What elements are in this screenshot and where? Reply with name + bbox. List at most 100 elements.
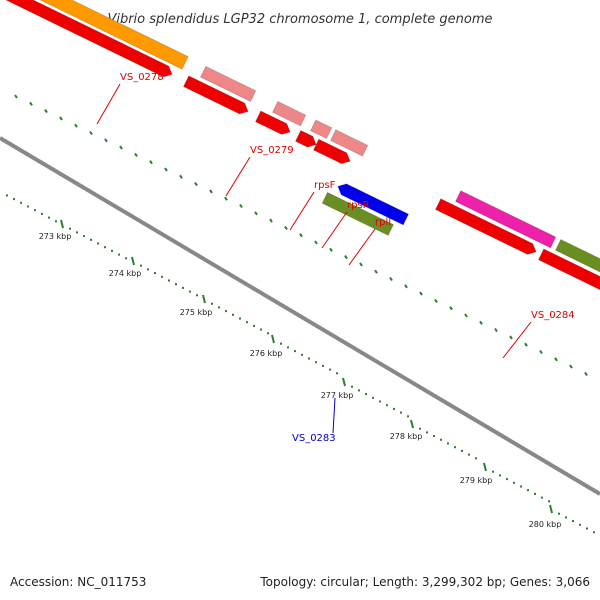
- cds-arrow-vs0278: [4, 0, 173, 78]
- scale-minor-tick: [565, 516, 567, 519]
- scale-minor-tick: [322, 364, 324, 367]
- scale-minor-tick: [267, 332, 269, 335]
- scale-major-tick: [202, 294, 206, 304]
- scale-minor-tick: [513, 481, 515, 484]
- gene-leader-line: [502, 321, 532, 359]
- scale-minor-tick: [365, 393, 367, 396]
- scale-major-tick: [483, 462, 487, 472]
- scale-outer-tick: [524, 342, 528, 347]
- gene-leader-line: [321, 211, 348, 249]
- scale-outer-tick: [44, 109, 48, 114]
- scale-outer-tick: [509, 335, 513, 340]
- scale-minor-tick: [468, 453, 470, 456]
- scale-major-tick: [60, 219, 64, 229]
- scale-outer-tick: [539, 349, 543, 355]
- gene-leader-line: [332, 397, 336, 434]
- scale-minor-tick: [218, 306, 220, 309]
- scale-minor-tick: [499, 474, 501, 477]
- scale-major-tick: [131, 256, 135, 266]
- scale-minor-tick: [400, 411, 402, 414]
- scale-minor-tick: [520, 485, 522, 488]
- scale-minor-tick: [447, 442, 449, 445]
- scale-outer-tick: [119, 145, 123, 150]
- scale-minor-tick: [372, 396, 374, 399]
- scale-outer-tick: [224, 196, 228, 201]
- scale-outer-tick: [479, 320, 483, 325]
- gene-bar-vs0284: [454, 190, 557, 249]
- scale-minor-tick: [83, 235, 85, 238]
- scale-outer-tick: [179, 174, 183, 179]
- scale-minor-tick: [147, 268, 149, 271]
- scale-minor-tick: [534, 492, 536, 495]
- scale-minor-tick: [407, 415, 409, 418]
- scale-minor-tick: [294, 350, 296, 353]
- scale-outer-tick: [374, 269, 378, 274]
- scale-outer-tick: [149, 160, 153, 165]
- gene-leader-line: [96, 83, 121, 125]
- scale-outer-tick: [584, 371, 588, 376]
- scale-outer-tick: [29, 101, 33, 106]
- cds-arrow-rpli: [312, 138, 351, 165]
- scale-minor-tick: [6, 194, 8, 197]
- scale-minor-tick: [111, 249, 113, 252]
- scale-minor-tick: [386, 404, 388, 407]
- scale-outer-tick: [434, 298, 438, 303]
- scale-minor-tick: [175, 283, 177, 286]
- scale-minor-tick: [34, 209, 36, 212]
- scale-outer-tick: [464, 313, 468, 318]
- scale-minor-tick: [433, 435, 435, 438]
- scale-minor-tick: [20, 201, 22, 204]
- scale-outer-tick: [344, 255, 348, 260]
- scale-outer-tick: [419, 291, 423, 296]
- scale-outer-tick: [329, 247, 333, 252]
- scale-outer-tick: [284, 225, 288, 230]
- scale-minor-tick: [182, 286, 184, 289]
- scale-minor-tick: [301, 353, 303, 356]
- scale-minor-tick: [586, 527, 588, 530]
- scale-minor-tick: [246, 321, 248, 324]
- scale-minor-tick: [506, 478, 508, 481]
- scale-outer-tick: [59, 116, 63, 121]
- scale-minor-tick: [426, 431, 428, 434]
- scale-outer-tick: [404, 284, 408, 289]
- scale-minor-tick: [104, 246, 106, 249]
- scale-minor-tick: [154, 272, 156, 275]
- scale-outer-tick: [239, 203, 243, 209]
- scale-major-tick: [342, 377, 346, 387]
- gene-bar-vs0283: [321, 191, 395, 237]
- scale-minor-tick: [140, 264, 142, 267]
- gene-bar-next: [554, 238, 600, 273]
- scale-tick-label: 276 kbp: [250, 349, 283, 358]
- scale-minor-tick: [541, 496, 543, 499]
- scale-minor-tick: [419, 427, 421, 430]
- scale-outer-tick: [254, 211, 258, 216]
- cds-arrow-rpsr: [294, 129, 317, 148]
- scale-minor-tick: [69, 227, 71, 230]
- gene-label: VS_0284: [531, 310, 575, 321]
- scale-minor-tick: [548, 500, 550, 503]
- scale-minor-tick: [118, 253, 120, 256]
- scale-tick-label: 278 kbp: [390, 432, 423, 441]
- accession-text: Accession: NC_011753: [10, 575, 147, 589]
- scale-minor-tick: [97, 242, 99, 245]
- gene-bar-rpli: [329, 129, 369, 157]
- scale-minor-tick: [41, 212, 43, 215]
- scale-ticks: 273 kbp 274 kbp 275 kbp 276 kbp 277 kbp 278 k…: [6, 94, 595, 534]
- scale-outer-tick: [389, 276, 393, 282]
- scale-minor-tick: [287, 346, 289, 349]
- cds-arrow-vs0283: [337, 183, 410, 226]
- scale-minor-tick: [48, 216, 50, 219]
- scale-minor-tick: [280, 342, 282, 345]
- gene-label: VS_0278: [120, 72, 164, 83]
- topology-text: Topology: circular; Length: 3,299,302 bp…: [260, 575, 590, 589]
- scale-minor-tick: [579, 523, 581, 526]
- scale-minor-tick: [232, 313, 234, 316]
- cds-arrow-vs0279: [182, 75, 249, 115]
- scale-tick-label: 274 kbp: [109, 269, 142, 278]
- scale-minor-tick: [211, 302, 213, 305]
- scale-minor-tick: [329, 368, 331, 371]
- scale-minor-tick: [125, 257, 127, 260]
- scale-minor-tick: [308, 357, 310, 360]
- scale-outer-tick: [74, 123, 78, 128]
